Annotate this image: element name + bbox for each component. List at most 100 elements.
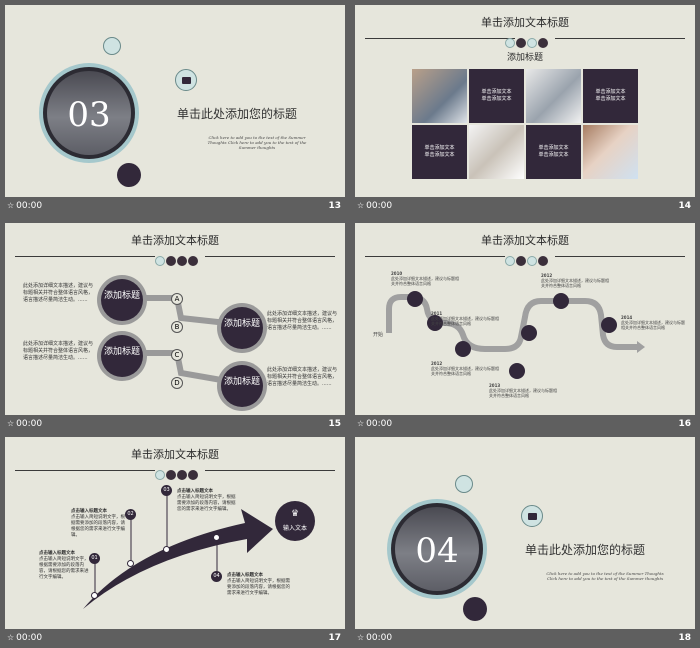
- title-dots: [505, 33, 549, 52]
- step-badge-04: 04: [211, 571, 222, 582]
- decor-circle-small: [455, 475, 473, 493]
- step-badge-03: 03: [161, 485, 172, 496]
- start-label: 开始: [373, 332, 384, 338]
- star-icon: ☆: [357, 201, 365, 210]
- photo-desk: [469, 125, 524, 179]
- star-icon: ☆: [357, 419, 365, 428]
- bubble-1: 添加标题: [101, 279, 143, 321]
- slide-title: 单击添加文本标题: [131, 234, 219, 247]
- arrow-head: [637, 341, 645, 353]
- star-icon: ☆: [357, 633, 365, 642]
- decor-circle-dark: [117, 163, 141, 187]
- milestone-2: [427, 315, 443, 331]
- side-text-1: 此处添加详细文本描述，建议与标题相关并符合整体语言风格，语言描述尽量简洁生动。.…: [23, 283, 94, 303]
- chat-icon: [521, 505, 543, 527]
- slide-title: 单击添加文本标题: [481, 234, 569, 247]
- slide-canvas: 04 单击此处添加您的标题 Click here to add you to t…: [355, 437, 695, 629]
- slide-number: 17: [328, 633, 341, 643]
- slide-meta: ☆ 00:00 18: [355, 629, 695, 648]
- chat-icon: [175, 69, 197, 91]
- text-tile: 单击添加文本 单击添加文本: [526, 125, 581, 179]
- milestone-text-2011: 2011 此处添加详细文本描述，建议与标题相关并符合整体语言风格: [431, 311, 499, 326]
- title-rule-left: [365, 38, 515, 39]
- slide-thumb-18[interactable]: 04 单击此处添加您的标题 Click here to add you to t…: [350, 432, 695, 648]
- slide-thumb-17[interactable]: 单击添加文本标题 01 02 03 04 点击输入标题文本 点击输入简短说明文字，…: [0, 432, 345, 648]
- title-rule-right: [205, 470, 335, 471]
- slide-thumb-16[interactable]: 单击添加文本标题 开始 2010 此处添加详细文本描述，建议与标题相关并符合整体语…: [350, 218, 695, 434]
- step-text-04: 点击输入标题文本 点击输入简短说明文字，根据需要添加的段落内容，请根据您的需求来进…: [227, 573, 290, 596]
- slide-meta: ☆ 00:00 17: [5, 629, 345, 648]
- slide-canvas: 单击添加文本标题 01 02 03 04 点击输入标题文本 点击输入简短说明文字，…: [5, 437, 345, 629]
- connector-lines: [122, 295, 230, 384]
- transition-time: ☆ 00:00: [357, 201, 393, 211]
- milestone-4: [509, 363, 525, 379]
- slide-thumb-14[interactable]: 单击添加文本标题 添加标题 单击添加文本 单击添加文本 单击添加文本 单击添加文本 …: [350, 0, 695, 216]
- bubble-3: 添加标题: [101, 335, 143, 377]
- slide-title: 单击此处添加您的标题: [177, 107, 298, 121]
- milestone-text-2012b: 2012 此处添加详细文本描述，建议与标题相关并符合整体语言风格: [541, 273, 609, 288]
- milestone-7: [601, 317, 617, 333]
- milestone-text-2013: 2013 此处添加详细文本描述，建议与标题相关并符合整体语言风格: [489, 383, 557, 398]
- milestone-text-2010: 2010 此处添加详细文本描述，建议与标题相关并符合整体语言风格: [391, 271, 459, 286]
- decor-circle-dark: [463, 597, 487, 621]
- milestone-3: [455, 341, 471, 357]
- step-text-02: 点击输入标题文本 点击输入简短说明文字，根据需要添加的段落内容，请根据您的需求来进…: [71, 509, 125, 538]
- title-dots: [155, 465, 199, 484]
- slide-thumb-13[interactable]: 03 单击此处添加您的标题 Click here to add you to t…: [0, 0, 345, 216]
- slide-canvas: 单击添加文本标题 添加标题 单击添加文本 单击添加文本 单击添加文本 单击添加文本 …: [355, 5, 695, 197]
- milestone-6: [553, 293, 569, 309]
- letter-badge-b: B: [171, 321, 183, 333]
- photo-meeting: [526, 69, 581, 123]
- step-badge-01: 01: [89, 553, 100, 564]
- star-icon: ☆: [7, 201, 15, 210]
- star-icon: ☆: [7, 419, 15, 428]
- slide-number: 14: [678, 201, 691, 211]
- arrow-node: [163, 546, 170, 553]
- section-number: 03: [67, 95, 111, 135]
- slide-meta: ☆ 00:00 14: [355, 197, 695, 216]
- title-dots: [155, 251, 199, 270]
- arrow-shape: [83, 509, 273, 609]
- step-badge-02: 02: [125, 509, 136, 520]
- slide-subtitle: 添加标题: [506, 53, 543, 63]
- side-text-2: 此处添加详细文本描述，建议与标题相关并符合整体语言风格，语言描述尽量简洁生动。.…: [267, 311, 338, 331]
- photo-team: [412, 69, 467, 123]
- text-tile: 单击添加文本 单击添加文本: [469, 69, 524, 123]
- slide-meta: ☆ 00:00 13: [5, 197, 345, 216]
- target-label: 输入文本: [282, 525, 307, 532]
- transition-time: ☆ 00:00: [7, 633, 43, 643]
- slide-title: 单击此处添加您的标题: [525, 543, 646, 557]
- milestone-text-2012: 2012 此处添加详细文本描述，建议与标题相关并符合整体语言风格: [431, 361, 499, 376]
- transition-time: ☆ 00:00: [357, 633, 393, 643]
- side-text-4: 此处添加详细文本描述，建议与标题相关并符合整体语言风格，语言描述尽量简洁生动。.…: [267, 367, 338, 387]
- transition-time: ☆ 00:00: [7, 201, 43, 211]
- title-rule-right: [555, 38, 685, 39]
- slide-title: 单击添加文本标题: [131, 448, 219, 461]
- step-text-01: 点击输入标题文本 点击输入简短说明文字，根据需要添加的段落内容，请根据您的需求来进…: [39, 551, 89, 580]
- slide-thumb-15[interactable]: 单击添加文本标题 添加标题 添加标题 添加标题 添加标题 A B C D 此处: [0, 218, 345, 434]
- trophy-icon: ♛: [290, 509, 300, 519]
- text-tile: 单击添加文本 单击添加文本: [583, 69, 638, 123]
- photo-woman: [583, 125, 638, 179]
- title-rule-right: [555, 256, 685, 257]
- slide-body: Click here to add you to the text of the…: [207, 135, 307, 150]
- slide-meta: ☆ 00:00 16: [355, 415, 695, 434]
- bubble-2: 添加标题: [221, 307, 263, 349]
- section-photo: [395, 507, 479, 591]
- title-dots: [505, 251, 549, 270]
- title-rule-left: [15, 256, 155, 257]
- transition-time: ☆ 00:00: [357, 419, 393, 429]
- side-text-3: 此处添加详细文本描述，建议与标题相关并符合整体语言风格，语言描述尽量简洁生动。.…: [23, 341, 94, 361]
- arrow-node: [213, 534, 220, 541]
- title-rule-right: [205, 256, 335, 257]
- slide-number: 13: [328, 201, 341, 211]
- slide-body: Click here to add you to the text of the…: [546, 571, 664, 581]
- milestone-text-2014: 2014 此处添加详细文本描述，建议与标题相关并符合整体语言风格: [621, 315, 685, 330]
- text-tile: 单击添加文本 单击添加文本: [412, 125, 467, 179]
- slide-canvas: 单击添加文本标题 开始 2010 此处添加详细文本描述，建议与标题相关并符合整体语…: [355, 223, 695, 415]
- milestone-1: [407, 291, 423, 307]
- letter-badge-a: A: [171, 293, 183, 305]
- step-text-03: 点击输入标题文本 点击输入简短说明文字，根据需要添加的段落内容，请根据您的需求来进…: [177, 489, 236, 512]
- star-icon: ☆: [7, 633, 15, 642]
- section-number: 04: [415, 531, 459, 571]
